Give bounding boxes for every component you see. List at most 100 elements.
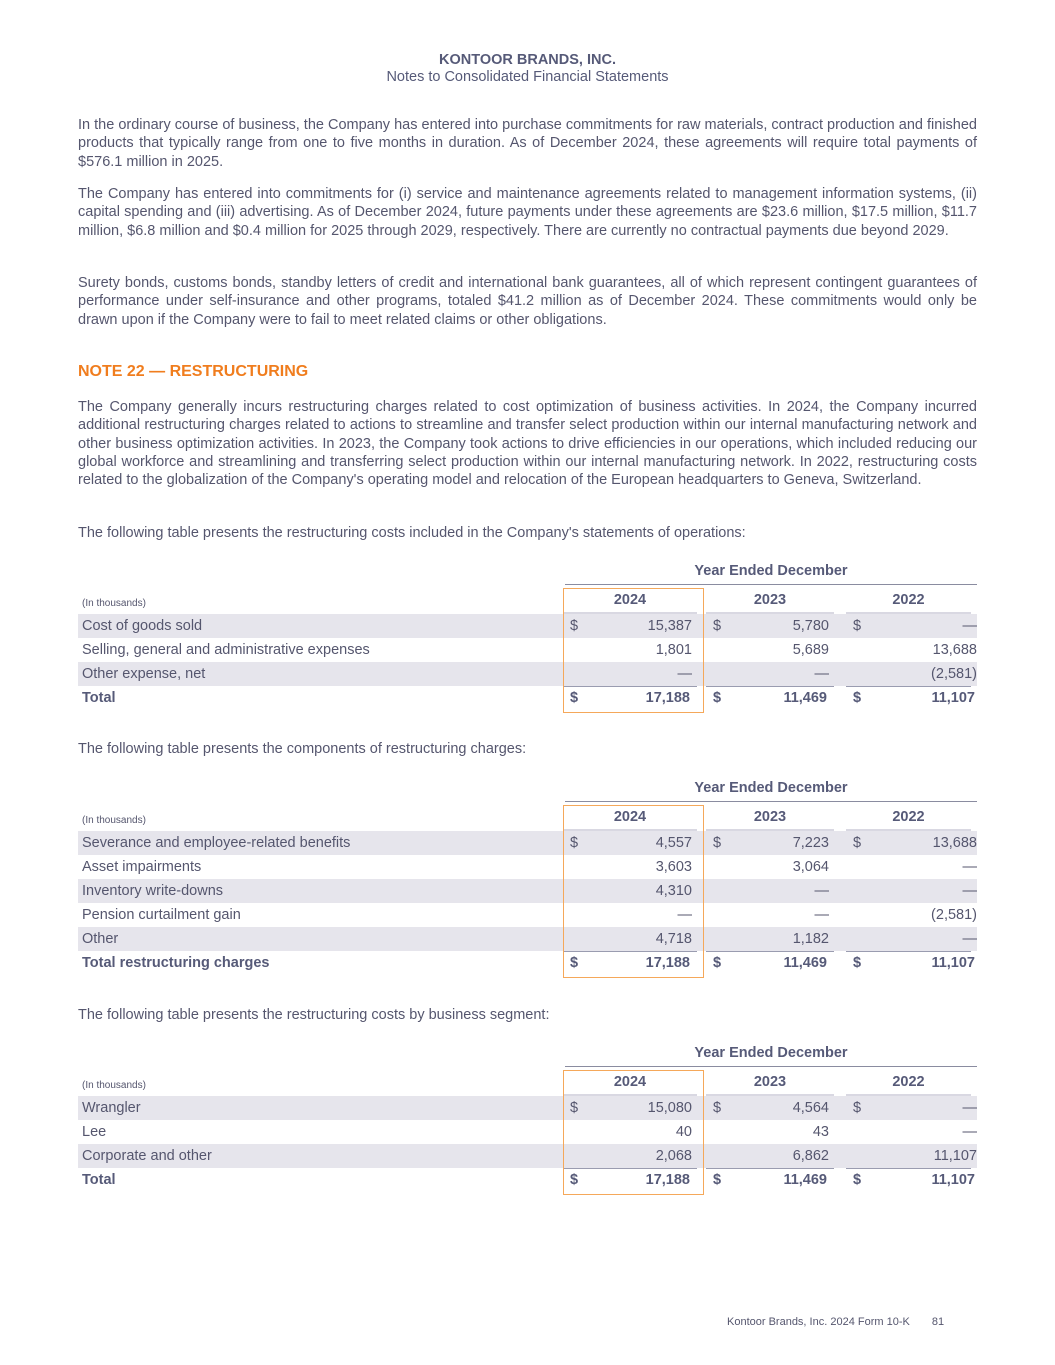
table-row: Wrangler $15,080 $4,564 $ — <box>78 1096 977 1120</box>
paragraph-table3-intro: The following table presents the restruc… <box>78 1007 550 1023</box>
cell-value-2022: — <box>962 859 978 875</box>
cell-value-2023: 7,223 <box>792 835 829 851</box>
cell-value-2022: — <box>962 931 978 947</box>
cell-value-2024: — <box>677 666 693 682</box>
row-label: Other <box>82 931 119 947</box>
total-rule <box>846 686 971 687</box>
cell-value-2023: 11,469 <box>783 955 827 971</box>
cell-value-2023: — <box>814 907 830 923</box>
cell-value-2022: (2,581) <box>931 907 977 923</box>
row-label: Selling, general and administrative expe… <box>82 642 370 658</box>
cell-value-2024: 1,801 <box>655 642 692 658</box>
table-row: Other 4,718 1,182 — <box>78 927 977 951</box>
cell-value-2022: — <box>962 1100 978 1116</box>
total-rule <box>846 951 971 952</box>
currency-symbol: $ <box>570 955 579 971</box>
row-label: Total restructuring charges <box>82 955 270 971</box>
currency-symbol: $ <box>713 618 722 634</box>
total-rule <box>706 951 834 952</box>
cell-value-2024: 4,557 <box>655 835 692 851</box>
total-rule <box>563 951 697 952</box>
table-row: Inventory write-downs 4,310 — — <box>78 879 977 903</box>
highlight-2024-column <box>563 1070 704 1195</box>
cell-value-2024: 4,310 <box>655 883 692 899</box>
row-label: Other expense, net <box>82 666 206 682</box>
table-row: Other expense, net — — (2,581) <box>78 662 977 686</box>
cell-value-2023: 1,182 <box>792 931 829 947</box>
cell-value-2023: 4,564 <box>792 1100 829 1116</box>
unit-label: (In thousands) <box>82 598 146 609</box>
page-footer: Kontoor Brands, Inc. 2024 Form 10-K 81 <box>727 1316 944 1328</box>
cell-value-2023: 5,689 <box>792 642 829 658</box>
cell-value-2024: 15,080 <box>647 1100 692 1116</box>
cell-value-2022: 11,107 <box>931 690 975 706</box>
currency-symbol: $ <box>853 1172 862 1188</box>
highlight-2024-column <box>563 588 704 713</box>
cell-value-2024: 15,387 <box>647 618 692 634</box>
row-label: Cost of goods sold <box>82 618 203 634</box>
table-row: Pension curtailment gain — — (2,581) <box>78 903 977 927</box>
currency-symbol: $ <box>570 1100 579 1116</box>
period-header: Year Ended December <box>565 780 977 802</box>
currency-symbol: $ <box>853 955 862 971</box>
currency-symbol: $ <box>713 1172 722 1188</box>
paragraph-service-commitments: The Company has entered into commitments… <box>78 186 977 239</box>
table-row: Severance and employee-related benefits $… <box>78 831 977 855</box>
year-header-2022: 2022 <box>846 809 971 833</box>
document-subtitle: Notes to Consolidated Financial Statemen… <box>386 69 669 85</box>
cell-value-2022: 11,107 <box>931 955 975 971</box>
table-row: Corporate and other 2,068 6,862 11,107 <box>78 1144 977 1168</box>
table-row: Cost of goods sold $15,387 $5,780 $ — <box>78 614 977 638</box>
cell-value-2022: — <box>962 1124 978 1140</box>
year-header-2023: 2023 <box>706 592 834 616</box>
paragraph-purchase-commitments: In the ordinary course of business, the … <box>78 117 977 170</box>
row-label: Inventory write-downs <box>82 883 224 899</box>
paragraph-surety-bonds: Surety bonds, customs bonds, standby let… <box>78 275 977 328</box>
cell-value-2023: 11,469 <box>783 1172 827 1188</box>
row-label: Total <box>82 1172 116 1188</box>
currency-symbol: $ <box>853 1100 862 1116</box>
period-header: Year Ended December <box>565 1045 977 1067</box>
year-header-2023: 2023 <box>706 809 834 833</box>
year-header-2022: 2022 <box>846 592 971 616</box>
total-rule <box>563 1168 697 1169</box>
cell-value-2022: 13,688 <box>932 642 977 658</box>
row-label: Lee <box>82 1124 107 1140</box>
table-row: Total $17,188 $11,469 $11,107 <box>78 1168 977 1192</box>
cell-value-2023: 6,862 <box>792 1148 829 1164</box>
row-label: Severance and employee-related benefits <box>82 835 351 851</box>
cell-value-2023: — <box>814 666 830 682</box>
cell-value-2023: — <box>814 883 830 899</box>
row-label: Wrangler <box>82 1100 141 1116</box>
cell-value-2022: — <box>962 618 978 634</box>
cell-value-2022: 11,107 <box>931 1172 975 1188</box>
cell-value-2023: 11,469 <box>783 690 827 706</box>
unit-label: (In thousands) <box>82 1080 146 1091</box>
year-header-2023: 2023 <box>706 1074 834 1098</box>
paragraph-table2-intro: The following table presents the compone… <box>78 741 527 757</box>
cell-value-2024: 17,188 <box>645 1172 690 1188</box>
table-row: Selling, general and administrative expe… <box>78 638 977 662</box>
table-row: Lee 40 43 — <box>78 1120 977 1144</box>
note-heading: NOTE 22 — RESTRUCTURING <box>78 363 309 380</box>
row-label: Total <box>82 690 116 706</box>
total-rule <box>563 686 697 687</box>
unit-label: (In thousands) <box>82 815 146 826</box>
footer-text: Kontoor Brands, Inc. 2024 Form 10-K <box>727 1316 910 1328</box>
currency-symbol: $ <box>713 690 722 706</box>
cell-value-2023: 3,064 <box>792 859 829 875</box>
cell-value-2024: 3,603 <box>655 859 692 875</box>
currency-symbol: $ <box>570 1172 579 1188</box>
currency-symbol: $ <box>853 835 862 851</box>
cell-value-2024: 17,188 <box>645 690 690 706</box>
currency-symbol: $ <box>853 690 862 706</box>
table-row: Asset impairments 3,603 3,064 — <box>78 855 977 879</box>
currency-symbol: $ <box>713 955 722 971</box>
cell-value-2022: 13,688 <box>932 835 977 851</box>
cell-value-2024: — <box>677 907 693 923</box>
cell-value-2022: — <box>962 883 978 899</box>
company-name: KONTOOR BRANDS, INC. <box>439 52 616 68</box>
period-header: Year Ended December <box>565 563 977 585</box>
currency-symbol: $ <box>570 690 579 706</box>
page-number: 81 <box>931 1316 945 1328</box>
